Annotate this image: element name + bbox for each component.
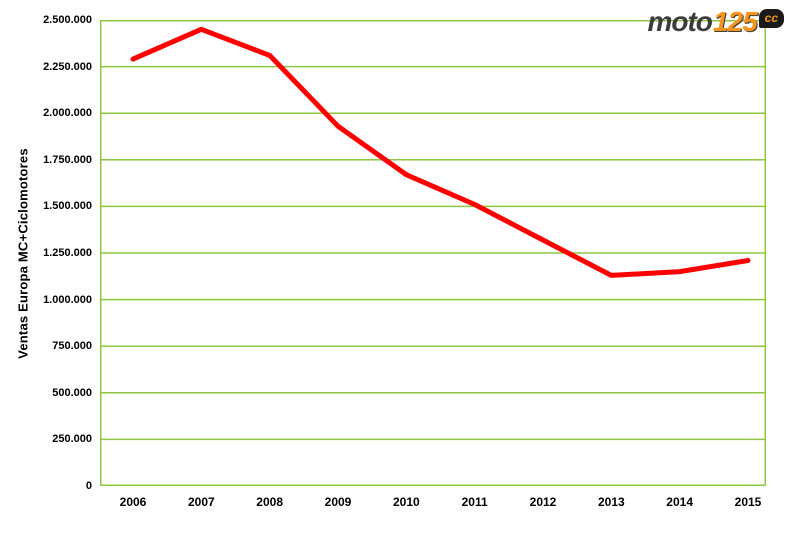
- y-tick-label: 250.000: [52, 433, 92, 446]
- y-tick-label: 1.250.000: [43, 247, 92, 259]
- y-tick-label: 2.000.000: [43, 107, 92, 120]
- logo-cc-badge: cc: [758, 9, 784, 28]
- y-tick-label: 1.750.000: [43, 153, 92, 166]
- y-tick-label: 2.250.000: [43, 60, 92, 73]
- x-tick-label: 2006: [119, 495, 147, 509]
- y-tick-label: 0: [85, 480, 92, 492]
- moto125-logo: moto 125 cc: [647, 8, 784, 36]
- series-line: [130, 26, 751, 278]
- x-tick-label: 2013: [597, 495, 625, 509]
- x-tick-label: 2014: [666, 495, 693, 509]
- logo-number: 125: [712, 6, 758, 37]
- x-tick-label: 2008: [256, 495, 283, 509]
- x-tick-label: 2009: [324, 495, 352, 509]
- x-tick-label: 2007: [187, 495, 215, 509]
- y-tick-label: 500.000: [52, 386, 92, 399]
- x-tick-label: 2012: [529, 495, 557, 509]
- x-tick-label: 2010: [392, 495, 420, 509]
- plot-area: [100, 20, 766, 486]
- y-tick-label: 750.000: [52, 340, 92, 353]
- logo-word: moto: [647, 6, 712, 37]
- y-tick-label: 1.000.000: [43, 293, 92, 306]
- y-tick-label: 1.500.000: [43, 200, 92, 213]
- x-tick-label: 2015: [734, 495, 762, 509]
- plot-border: [100, 20, 766, 486]
- y-tick-label: 2.500.000: [43, 14, 92, 26]
- x-tick-label: 2011: [461, 495, 488, 509]
